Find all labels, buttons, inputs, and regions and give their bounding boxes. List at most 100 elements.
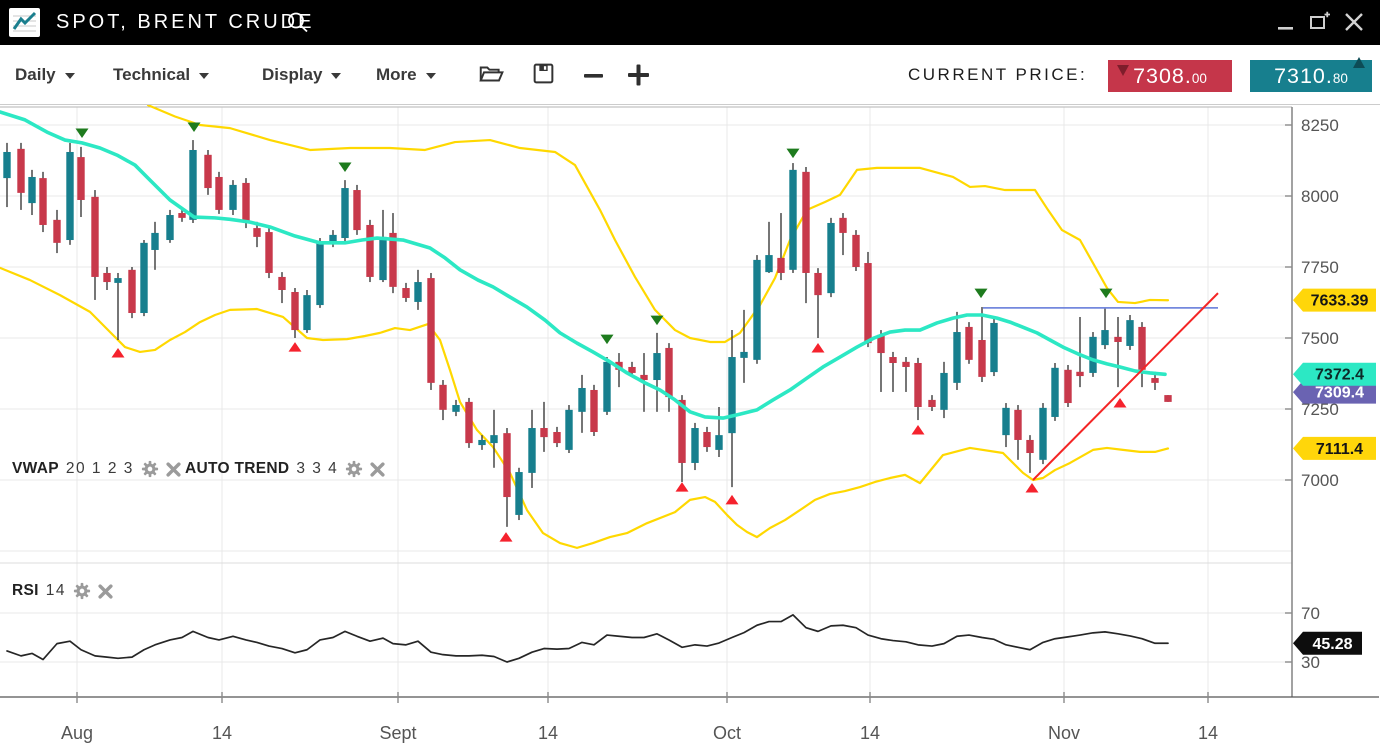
candle-up [166, 215, 174, 241]
candle-down [590, 389, 598, 433]
menu-more[interactable]: More [376, 45, 436, 104]
menu-timeframe[interactable]: Daily [15, 45, 75, 104]
price-flag-text: 7633.39 [1311, 293, 1369, 310]
candle-down [802, 171, 810, 273]
candle-down [103, 272, 111, 283]
indicator-chip-vwap: VWAP 20 1 2 3 [12, 460, 181, 478]
close-icon[interactable] [98, 583, 113, 599]
time-axis-label: Aug [61, 723, 93, 743]
up-triangle-marker [911, 425, 925, 435]
candle-down [814, 272, 822, 296]
time-axis-label: 14 [212, 723, 232, 743]
candle-up [66, 151, 74, 241]
ask-price-button[interactable]: 7310. 80 [1250, 57, 1372, 92]
bid-price-button[interactable]: 7308. 00 [1108, 60, 1232, 92]
candle-up [229, 184, 237, 210]
candle-down [53, 219, 61, 243]
open-folder-icon[interactable] [477, 61, 504, 92]
title-bar: SPOT, BRENT CRUDE [0, 0, 1380, 45]
candle-up [379, 236, 387, 281]
menu-display-label: Display [262, 64, 323, 84]
candle-down [1064, 369, 1072, 404]
candle-up [1089, 336, 1097, 373]
bid-price-value: 7308 [1133, 63, 1185, 88]
rsi-flag [1293, 631, 1362, 655]
candle-down [965, 326, 973, 360]
candle-up [140, 242, 148, 314]
down-triangle-marker [1099, 288, 1113, 299]
up-triangle-marker [1113, 398, 1127, 408]
price-flag-text: 7309.4 [1315, 385, 1364, 402]
candle-down [1138, 326, 1146, 370]
popout-icon[interactable] [1306, 8, 1334, 36]
close-icon[interactable] [1340, 8, 1368, 36]
candle-down [353, 190, 361, 231]
bollinger-lower-band [0, 266, 1170, 549]
price-up-arrow-icon [1353, 57, 1365, 68]
candle-up [490, 435, 498, 444]
candle-up [990, 322, 998, 373]
candle-up [753, 259, 761, 360]
search-icon[interactable] [286, 11, 310, 40]
up-triangle-marker [725, 494, 739, 505]
candle-up [827, 222, 835, 294]
candle-down [439, 384, 447, 410]
gear-icon[interactable] [141, 460, 159, 478]
price-flag [1293, 436, 1376, 460]
price-axis-label: 8250 [1301, 116, 1339, 135]
candle-up [953, 332, 961, 383]
rsi-axis-label: 30 [1301, 653, 1320, 672]
support-trendline [1032, 292, 1219, 481]
minimize-icon[interactable] [1272, 8, 1300, 36]
time-axis-label: 14 [538, 723, 558, 743]
time-axis-label: 14 [860, 723, 880, 743]
candle-down [427, 278, 435, 383]
down-triangle-marker [974, 288, 988, 299]
menu-technical-label: Technical [113, 64, 191, 84]
candle-down [902, 361, 910, 367]
save-icon[interactable] [531, 61, 556, 91]
candle-down [215, 176, 223, 210]
candle-down [178, 213, 186, 218]
candle-down [914, 362, 922, 408]
up-triangle-marker [288, 342, 302, 352]
gear-icon[interactable] [345, 460, 363, 478]
candle-up [603, 361, 611, 412]
candle-up [303, 295, 311, 331]
zoom-in-icon[interactable] [626, 62, 652, 93]
auto-trend-params: 3 3 4 [296, 460, 339, 477]
candle-down [39, 178, 47, 225]
candle-down [1151, 378, 1159, 383]
candle-down [204, 154, 212, 189]
candle-down [503, 433, 511, 498]
candle-down [928, 399, 936, 408]
candle-up [940, 372, 948, 410]
candle-up [414, 282, 422, 302]
menu-technical[interactable]: Technical [113, 45, 210, 104]
candle-down [278, 276, 286, 291]
candle-down [465, 401, 473, 444]
candle-down [1114, 336, 1122, 342]
candle-down [77, 157, 85, 200]
candle-up [728, 357, 736, 434]
zoom-out-icon[interactable] [582, 64, 606, 93]
candle-up [452, 405, 460, 412]
candle-down [877, 334, 885, 354]
menu-display[interactable]: Display [262, 45, 342, 104]
chevron-down-icon [199, 73, 210, 79]
candle-down [265, 232, 273, 273]
candle-up [578, 387, 586, 412]
gear-icon[interactable] [73, 582, 91, 600]
price-flag-text: 7111.4 [1316, 441, 1363, 458]
price-flag [1293, 362, 1376, 386]
down-triangle-marker [600, 334, 614, 345]
close-icon[interactable] [370, 461, 385, 477]
candle-up [1051, 367, 1059, 417]
candle-up [189, 149, 197, 220]
candle-down [889, 357, 897, 363]
candle-down [678, 399, 686, 463]
close-icon[interactable] [166, 461, 181, 477]
chevron-down-icon [331, 73, 342, 79]
candle-down [1026, 439, 1034, 454]
